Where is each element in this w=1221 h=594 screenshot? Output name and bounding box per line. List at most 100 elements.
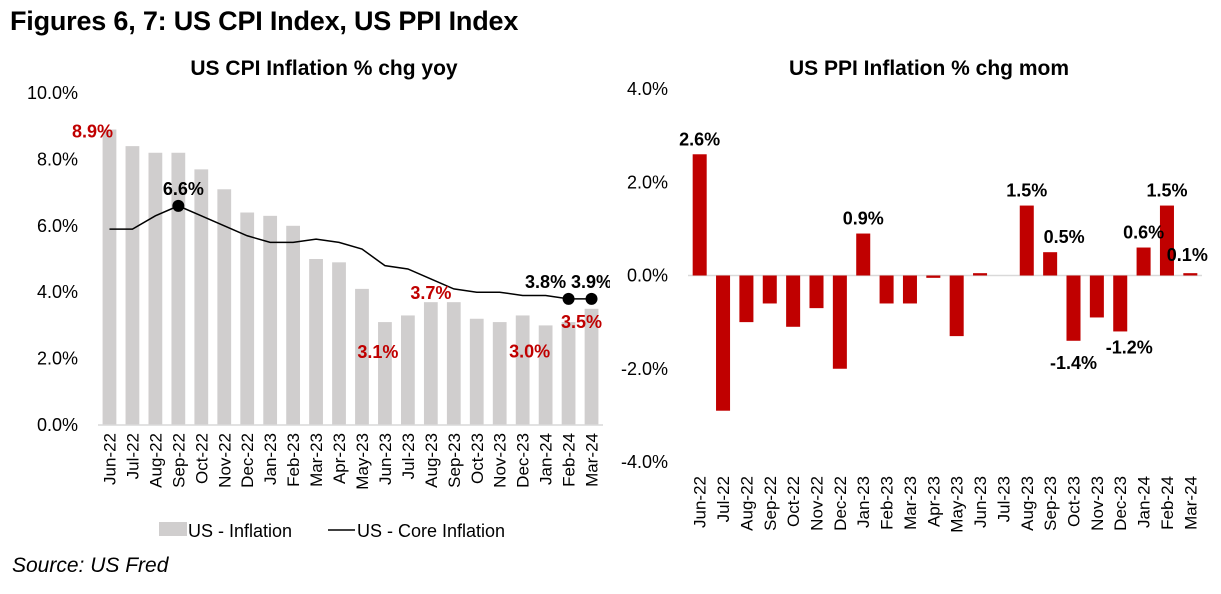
cpi-x-tick-label: Sep-23 [445,433,464,488]
ppi-bar [1066,275,1081,341]
source-note: Source: US Fred [12,554,169,577]
ppi-bar [856,233,871,276]
inflation-bar [286,225,300,425]
core-inflation-marker [585,292,598,305]
cpi-y-tick-label: 0.0% [37,415,78,435]
figure-title: Figures 6, 7: US CPI Index, US PPI Index [10,6,519,36]
ppi-data-label: 1.5% [1146,181,1187,201]
ppi-bar [786,275,801,327]
ppi-x-tick-label: Mar-24 [1181,476,1200,530]
ppi-bar [1089,275,1104,318]
ppi-data-label: 0.1% [1167,245,1208,265]
inflation-bar [561,322,576,425]
cpi-x-tick-label: Jun-22 [100,433,119,485]
ppi-x-tick-label: Jan-24 [1135,476,1154,528]
ppi-x-tick-label: Jun-22 [691,476,710,528]
cpi-x-tick-label: Apr-23 [330,433,349,484]
legend-label-inflation: US - Inflation [188,521,292,541]
ppi-x-tick-label: May-23 [948,476,967,533]
cpi-x-tick-label: Dec-22 [238,433,257,488]
cpi-x-tick-label: Jan-23 [261,433,280,485]
ppi-x-tick-label: Jan-23 [854,476,873,528]
cpi-data-label: 3.9% [571,272,610,292]
cpi-x-tick-label: Jul-23 [399,433,418,479]
ppi-bar [739,275,754,323]
ppi-x-tick-label: Nov-23 [1088,476,1107,531]
inflation-bar [378,322,392,425]
inflation-bar [217,189,232,425]
ppi-bar [926,275,941,278]
ppi-x-tick-label: Oct-23 [1065,476,1084,527]
ppi-x-tick-label: Sep-22 [761,476,780,531]
cpi-data-label: 3.0% [509,341,550,361]
ppi-x-tick-label: Aug-22 [737,476,756,531]
cpi-data-label: 3.8% [525,272,566,292]
ppi-data-label: -1.2% [1106,337,1153,357]
ppi-bar [762,275,777,304]
cpi-y-tick-label: 10.0% [27,83,78,103]
cpi-x-tick-label: Nov-22 [215,433,234,488]
ppi-bar [1159,205,1174,276]
ppi-x-tick-label: Jun-23 [971,476,990,528]
inflation-bar [332,262,346,425]
ppi-x-tick-label: Jul-23 [994,476,1013,522]
ppi-bar [716,275,731,411]
inflation-bar [469,318,484,425]
ppi-x-tick-label: Dec-22 [831,476,850,531]
cpi-x-tick-label: Oct-23 [468,433,487,484]
cpi-y-tick-label: 6.0% [37,216,78,236]
inflation-bar [171,152,186,425]
cpi-data-label: 3.5% [561,312,602,332]
ppi-x-tick-label: Nov-22 [808,476,827,531]
cpi-x-tick-label: Mar-23 [307,433,326,487]
ppi-data-label: 0.9% [843,209,884,229]
cpi-chart: US CPI Inflation % chg yoy 0.0% 2.0% 4.0% 6… [27,57,610,541]
ppi-x-tick-label: Dec-23 [1111,476,1130,531]
ppi-bar [949,275,964,337]
inflation-bar [584,308,599,425]
cpi-data-label: 3.1% [357,342,398,362]
inflation-bar [492,322,507,425]
ppi-y-tick-label: 0.0% [627,266,668,286]
inflation-bar [148,152,163,425]
ppi-bar [809,275,824,309]
ppi-data-label: 1.5% [1006,181,1047,201]
inflation-bar [401,315,415,425]
ppi-y-tick-label: 2.0% [627,172,668,192]
inflation-bar [194,169,209,425]
ppi-x-tick-label: Apr-23 [924,476,943,527]
legend-label-core-inflation: US - Core Inflation [357,521,505,541]
ppi-data-label: 0.5% [1044,227,1085,247]
cpi-x-tick-label: Jan-24 [537,433,556,485]
ppi-bar [1136,247,1151,276]
inflation-bar [446,302,461,425]
ppi-bar [902,275,917,304]
ppi-x-tick-label: Jul-22 [714,476,733,522]
ppi-bar [879,275,894,304]
ppi-x-tick-label: Sep-23 [1041,476,1060,531]
cpi-x-tick-label: May-23 [353,433,372,490]
ppi-data-label: -1.4% [1050,353,1097,373]
ppi-bar [692,154,707,276]
ppi-y-tick-label: 4.0% [627,79,668,99]
ppi-bar [1019,205,1034,276]
inflation-bar [423,302,438,425]
legend-swatch-inflation [159,522,187,536]
cpi-x-tick-label: Feb-24 [560,433,579,487]
cpi-x-tick-label: Mar-24 [583,433,602,487]
ppi-y-tick-label: -2.0% [621,359,668,379]
inflation-bar [538,325,553,425]
ppi-x-tick-label: Feb-24 [1158,476,1177,530]
ppi-x-tick-label: Oct-22 [784,476,803,527]
core-inflation-marker [562,292,575,305]
inflation-bar [515,315,530,425]
inflation-bar [355,288,369,425]
core-inflation-line [109,205,592,300]
cpi-data-label: 3.7% [410,283,451,303]
cpi-legend: US - Inflation US - Core Inflation [159,521,505,541]
inflation-bar [102,129,117,425]
cpi-y-tick-label: 2.0% [37,349,78,369]
inflation-bar [309,259,323,425]
ppi-bar [832,275,847,369]
ppi-data-label: 0.6% [1123,223,1164,243]
